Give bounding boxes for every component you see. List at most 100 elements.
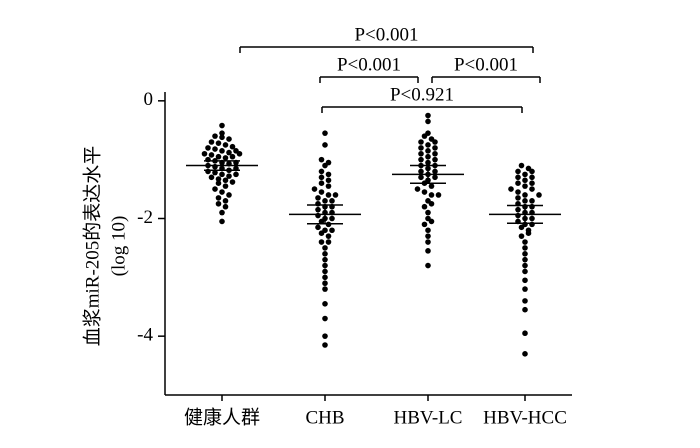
data-point xyxy=(212,186,218,192)
data-point xyxy=(215,180,222,186)
data-point xyxy=(208,174,215,181)
data-point xyxy=(311,186,318,192)
data-point xyxy=(432,174,438,181)
data-point xyxy=(522,183,528,189)
data-point xyxy=(212,133,218,139)
data-point xyxy=(322,256,328,263)
data-point xyxy=(322,280,328,287)
data-point xyxy=(219,130,225,136)
data-point xyxy=(425,118,431,125)
data-point xyxy=(205,168,211,175)
data-point xyxy=(315,195,321,201)
data-point xyxy=(222,142,229,148)
data-point xyxy=(201,150,208,157)
data-point xyxy=(418,139,424,145)
data-point xyxy=(425,159,431,166)
data-point xyxy=(522,250,528,257)
p-value: P<0.001 xyxy=(454,54,518,75)
data-point xyxy=(435,192,442,198)
data-point xyxy=(222,183,229,189)
data-point xyxy=(515,189,521,195)
data-point xyxy=(229,179,236,185)
data-point xyxy=(425,239,431,245)
data-point xyxy=(421,189,428,195)
data-point xyxy=(212,146,218,152)
data-point xyxy=(236,150,243,157)
data-point xyxy=(332,192,339,198)
data-point xyxy=(215,153,222,160)
data-point xyxy=(222,203,229,210)
data-point xyxy=(529,180,535,186)
data-point xyxy=(421,203,428,210)
data-point xyxy=(522,171,528,178)
data-point xyxy=(432,139,438,145)
data-point xyxy=(515,180,521,186)
data-point xyxy=(318,174,325,181)
data-point xyxy=(529,221,535,228)
data-point xyxy=(428,218,435,225)
data-point xyxy=(219,189,225,195)
data-point xyxy=(219,218,225,225)
data-point xyxy=(205,145,211,151)
data-point xyxy=(522,330,528,337)
data-point xyxy=(322,250,328,257)
data-point xyxy=(425,248,431,254)
data-point xyxy=(226,149,232,156)
data-point xyxy=(322,198,328,204)
data-point xyxy=(208,152,215,158)
data-point xyxy=(208,139,215,145)
data-point xyxy=(329,215,335,222)
data-point xyxy=(529,168,535,175)
data-point xyxy=(529,186,535,192)
data-point xyxy=(315,212,321,219)
data-point xyxy=(428,200,435,207)
data-point xyxy=(414,186,421,192)
data-point xyxy=(522,198,528,204)
data-point xyxy=(522,298,528,304)
data-point xyxy=(432,145,438,151)
data-point xyxy=(522,351,528,357)
data-point xyxy=(318,156,325,163)
data-point xyxy=(226,192,232,198)
data-point xyxy=(212,163,218,170)
data-point xyxy=(315,200,321,207)
y-axis-label: 血浆miR-205的表达水平 xyxy=(81,146,103,347)
data-point xyxy=(322,162,328,169)
data-point xyxy=(432,156,438,163)
data-point xyxy=(322,130,328,136)
p-value: P<0.001 xyxy=(354,24,418,45)
data-point xyxy=(322,274,328,281)
data-point xyxy=(522,268,528,275)
data-point xyxy=(222,177,229,184)
data-point xyxy=(325,192,332,198)
p-value: P<0.921 xyxy=(390,84,454,105)
x-tick-label: HBV-LC xyxy=(394,407,463,428)
data-point xyxy=(322,315,328,322)
data-point xyxy=(418,150,424,157)
data-point xyxy=(322,262,328,269)
data-point xyxy=(325,183,332,189)
data-point xyxy=(518,233,525,239)
data-point xyxy=(329,227,335,234)
y-tick-label: -2 xyxy=(137,207,153,228)
data-point xyxy=(425,227,431,234)
data-point xyxy=(529,215,535,222)
data-point xyxy=(428,192,435,198)
data-point xyxy=(418,145,424,151)
y-tick-label: 0 xyxy=(144,89,154,110)
data-point xyxy=(522,262,528,269)
data-point xyxy=(318,230,325,237)
data-point xyxy=(233,171,239,178)
y-tick-label: -4 xyxy=(137,325,153,346)
data-point xyxy=(529,203,535,210)
data-point xyxy=(212,169,218,176)
data-point xyxy=(418,168,424,175)
data-point xyxy=(425,233,431,239)
data-point xyxy=(318,218,325,225)
data-point xyxy=(219,134,225,141)
data-point xyxy=(425,142,431,148)
data-point xyxy=(315,224,321,231)
data-point xyxy=(418,156,424,163)
data-point xyxy=(219,209,225,216)
data-point xyxy=(536,192,542,198)
